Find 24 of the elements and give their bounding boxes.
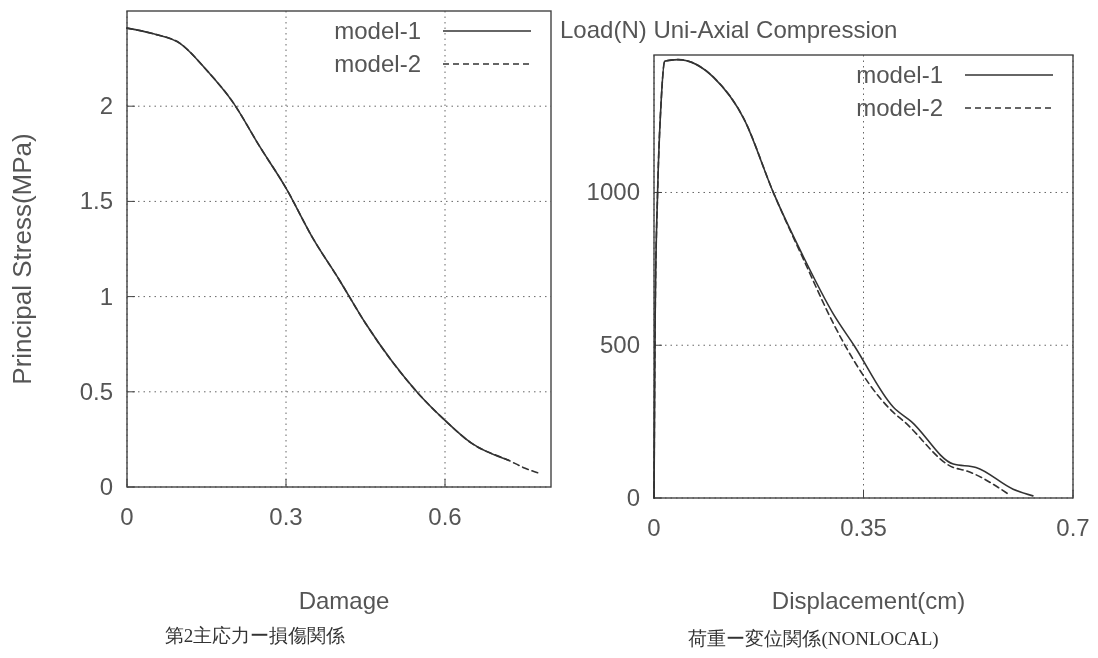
y-axis-title: Principal Stress(MPa) (7, 133, 37, 385)
x-tick-label: 0 (647, 514, 661, 541)
y-tick-label: 0 (99, 473, 113, 500)
text: 第2主応力ー損傷関係 (164, 625, 346, 646)
x-tick-label: 0.7 (1056, 514, 1090, 541)
legend-label: model-1 (334, 17, 421, 44)
x-tick-label: 0.35 (840, 514, 887, 541)
y-tick-label: 500 (599, 331, 640, 359)
x-tick-label: 0.3 (269, 503, 303, 530)
legend-label: model-2 (856, 94, 943, 121)
x-axis-title: Damage (298, 587, 390, 614)
y-tick-label: 0 (626, 484, 640, 511)
y-tick-label: 1.5 (79, 187, 113, 215)
x-axis-title: Displacement(cm) (771, 587, 966, 614)
legend-label: model-2 (334, 50, 421, 77)
y-tick-label: 0.5 (79, 377, 113, 405)
chart-title: Load(N) Uni-Axial Compression (560, 16, 898, 43)
text: 荷重ー変位関係(NONLOCAL) (688, 628, 939, 650)
y-tick-label: 1 (99, 282, 113, 310)
legend-label: model-1 (856, 61, 943, 88)
x-tick-label: 0.6 (428, 503, 462, 530)
y-tick-label: 2 (99, 92, 113, 120)
y-tick-label: 1000 (586, 178, 640, 206)
x-tick-label: 0 (120, 503, 134, 530)
